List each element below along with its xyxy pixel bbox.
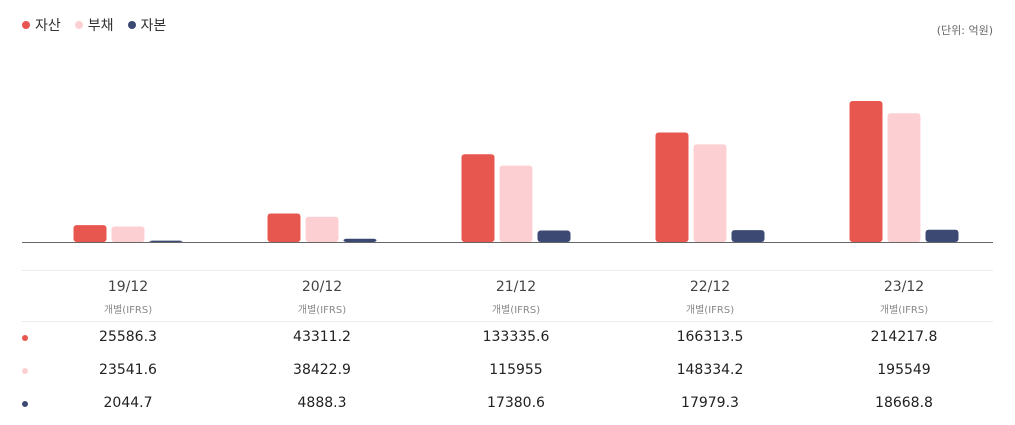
table-cell-assets: 166313.5 [676, 329, 744, 345]
table-cell-assets: 133335.6 [482, 329, 550, 345]
period-label: 20/12 [301, 279, 343, 295]
period-header: 22/12 개별(IFRS) [640, 279, 780, 316]
period-basis: 개별(IFRS) [879, 305, 929, 316]
bar-equity-22-12[interactable] [731, 230, 765, 242]
bar-liabilities-21-12[interactable] [499, 165, 533, 242]
bar-assets-23-12[interactable] [849, 101, 883, 242]
table-cell-liabilities: 195549 [877, 362, 931, 378]
table-cell-assets: 214217.8 [870, 329, 938, 345]
period-label: 21/12 [495, 279, 537, 295]
table-cell-liabilities: 38422.9 [293, 362, 351, 378]
table-cell-assets: 25586.3 [99, 329, 157, 345]
legend-dot-assets [22, 21, 30, 29]
legend-label-assets: 자산 [35, 18, 61, 34]
legend-item-equity[interactable]: 자본 [127, 15, 167, 35]
period-header: 19/12 개별(IFRS) [58, 279, 198, 316]
table-cell-equity: 17380.6 [487, 395, 545, 411]
bar-equity-20-12[interactable] [343, 238, 377, 242]
table-cell-equity: 18668.8 [875, 395, 933, 411]
bar-equity-19-12[interactable] [149, 240, 183, 242]
period-header: 21/12 개별(IFRS) [446, 279, 586, 316]
table-top-divider [22, 270, 993, 271]
bar-assets-20-12[interactable] [267, 213, 301, 242]
table-cell-equity: 2044.7 [103, 395, 153, 411]
bar-chart [22, 101, 993, 243]
legend-item-assets[interactable]: 자산 [22, 15, 61, 35]
bar-liabilities-19-12[interactable] [111, 226, 145, 242]
table-cell-liabilities: 23541.6 [99, 362, 157, 378]
period-label: 19/12 [107, 279, 149, 295]
table-cell-liabilities: 115955 [489, 362, 543, 378]
period-label: 22/12 [689, 279, 731, 295]
bar-assets-21-12[interactable] [461, 154, 495, 242]
period-basis: 개별(IFRS) [103, 305, 153, 316]
unit-label: (단위: 억원) [936, 24, 993, 37]
bar-liabilities-23-12[interactable] [887, 113, 921, 242]
period-header: 20/12 개별(IFRS) [252, 279, 392, 316]
bar-liabilities-22-12[interactable] [693, 144, 727, 242]
legend-dot-equity [127, 21, 136, 29]
bar-assets-19-12[interactable] [73, 225, 107, 242]
bar-equity-21-12[interactable] [537, 230, 571, 242]
chart-legend: 자산 부채 자본 [22, 15, 166, 35]
period-header: 23/12 개별(IFRS) [834, 279, 974, 316]
bar-assets-22-12[interactable] [655, 132, 689, 242]
period-label: 23/12 [883, 279, 925, 295]
legend-item-liabilities[interactable]: 부채 [74, 15, 114, 35]
table-cell-assets: 43311.2 [293, 329, 351, 345]
row-marker-liabilities [22, 368, 28, 374]
row-marker-assets [22, 335, 28, 341]
legend-dot-liabilities [74, 21, 83, 29]
period-basis: 개별(IFRS) [297, 305, 347, 316]
table-cell-equity: 17979.3 [681, 395, 739, 411]
table-cell-liabilities: 148334.2 [676, 362, 744, 378]
period-basis: 개별(IFRS) [685, 305, 735, 316]
table-header-divider [22, 321, 993, 322]
table-cell-equity: 4888.3 [297, 395, 347, 411]
period-basis: 개별(IFRS) [491, 305, 541, 316]
row-marker-equity [22, 401, 28, 407]
legend-label-equity: 자본 [140, 18, 167, 34]
legend-label-liabilities: 부채 [87, 18, 114, 34]
bar-equity-23-12[interactable] [925, 229, 959, 242]
bar-liabilities-20-12[interactable] [305, 216, 339, 242]
